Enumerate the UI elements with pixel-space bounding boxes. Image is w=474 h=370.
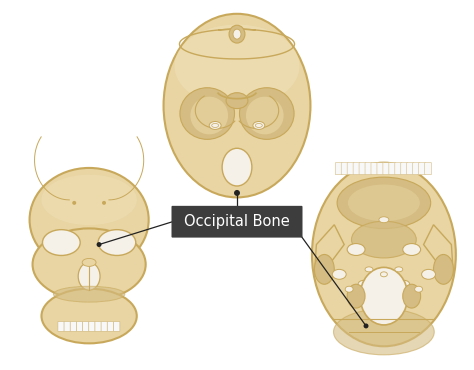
FancyBboxPatch shape [419,163,426,175]
Polygon shape [424,225,453,274]
Ellipse shape [98,230,136,255]
Ellipse shape [255,124,262,127]
Ellipse shape [415,286,423,292]
FancyBboxPatch shape [113,322,120,332]
FancyBboxPatch shape [383,163,390,175]
Ellipse shape [358,280,370,288]
FancyBboxPatch shape [353,163,360,175]
Polygon shape [314,225,344,274]
Ellipse shape [82,258,96,266]
FancyBboxPatch shape [347,163,354,175]
Ellipse shape [239,88,294,139]
FancyBboxPatch shape [64,322,71,332]
Ellipse shape [360,268,408,325]
FancyBboxPatch shape [95,322,101,332]
FancyBboxPatch shape [359,163,366,175]
Ellipse shape [334,309,434,355]
Ellipse shape [312,163,456,346]
Ellipse shape [42,289,137,343]
Ellipse shape [347,243,365,255]
Circle shape [72,201,76,205]
FancyBboxPatch shape [335,163,342,175]
FancyBboxPatch shape [76,322,83,332]
FancyBboxPatch shape [341,163,348,175]
Ellipse shape [421,269,436,279]
Ellipse shape [43,230,80,255]
Ellipse shape [246,97,283,134]
Ellipse shape [191,97,228,134]
Ellipse shape [174,24,300,107]
Ellipse shape [33,228,146,300]
Circle shape [364,323,368,329]
Ellipse shape [209,121,221,130]
Ellipse shape [379,217,389,223]
Ellipse shape [403,284,420,308]
Ellipse shape [403,243,420,255]
FancyBboxPatch shape [401,163,408,175]
FancyBboxPatch shape [172,206,302,238]
Ellipse shape [212,124,219,127]
Ellipse shape [253,121,265,130]
Ellipse shape [381,272,387,277]
Text: Occipital Bone: Occipital Bone [184,214,290,229]
Ellipse shape [42,175,137,225]
Ellipse shape [434,255,453,284]
FancyBboxPatch shape [58,322,64,332]
Ellipse shape [345,286,353,292]
FancyBboxPatch shape [389,163,396,175]
Ellipse shape [226,93,248,108]
Ellipse shape [314,255,334,284]
FancyBboxPatch shape [377,163,384,175]
Ellipse shape [348,185,420,221]
Ellipse shape [347,284,365,308]
Ellipse shape [229,25,245,43]
Circle shape [234,190,240,196]
Ellipse shape [180,88,235,139]
Ellipse shape [398,280,410,288]
Ellipse shape [337,177,431,229]
Ellipse shape [352,221,416,258]
Ellipse shape [365,267,373,272]
FancyBboxPatch shape [365,163,372,175]
Circle shape [102,201,106,205]
Ellipse shape [395,267,403,272]
Ellipse shape [54,286,125,302]
FancyBboxPatch shape [70,322,77,332]
FancyBboxPatch shape [407,163,414,175]
FancyBboxPatch shape [101,322,108,332]
FancyBboxPatch shape [371,163,378,175]
FancyBboxPatch shape [425,163,431,175]
FancyBboxPatch shape [89,322,95,332]
Ellipse shape [332,269,346,279]
Ellipse shape [78,262,100,290]
Ellipse shape [164,14,310,198]
Ellipse shape [222,148,252,186]
Ellipse shape [29,168,149,272]
Ellipse shape [233,29,241,39]
Circle shape [97,242,101,247]
FancyBboxPatch shape [413,163,419,175]
FancyBboxPatch shape [395,163,402,175]
FancyBboxPatch shape [82,322,89,332]
FancyBboxPatch shape [107,322,114,332]
